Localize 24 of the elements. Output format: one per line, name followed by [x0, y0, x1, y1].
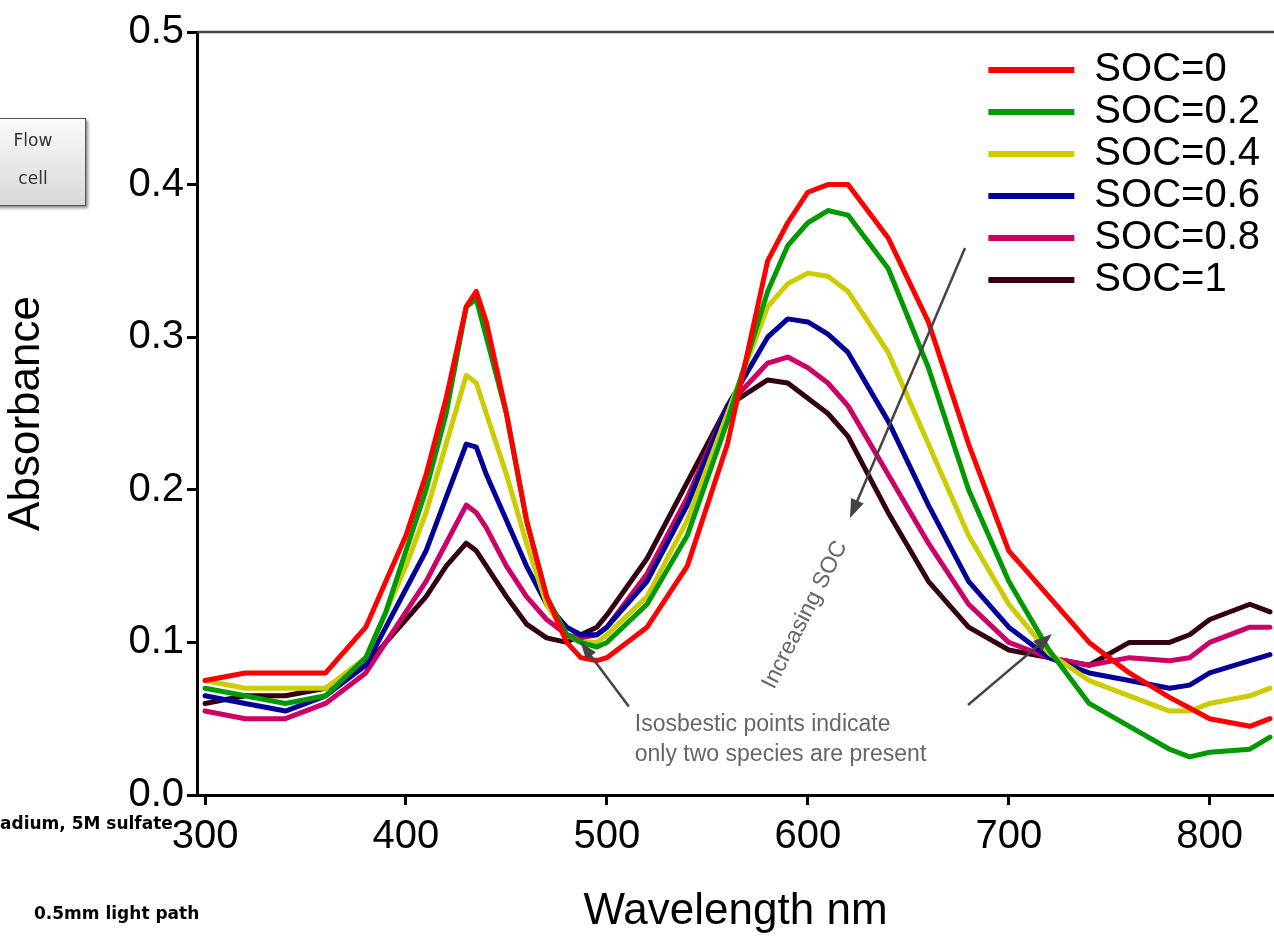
y-tick-label: 0.1 — [128, 617, 184, 662]
legend-label: SOC=0.4 — [1094, 129, 1261, 174]
x-axis-title: Wavelength nm — [583, 883, 888, 933]
y-tick-label: 0.5 — [128, 7, 184, 52]
legend-label: SOC=0 — [1094, 45, 1227, 90]
text: adium, 5M sulfate — [0, 813, 173, 833]
legend-label: SOC=0.6 — [1094, 171, 1261, 216]
label-box: Flow cell — [0, 118, 86, 206]
x-tick-label: 300 — [171, 812, 239, 857]
y-tick-label: 0.3 — [128, 312, 184, 357]
y-tick-label: 0.2 — [128, 464, 184, 509]
x-tick-label: 700 — [975, 812, 1043, 857]
x-tick-label: 400 — [372, 812, 440, 857]
y-tick-label: 0.0 — [128, 770, 184, 815]
x-tick-label: 800 — [1176, 812, 1244, 857]
y-axis-title: Absorbance — [0, 296, 48, 531]
legend-label: SOC=0.8 — [1094, 213, 1261, 258]
y-tick-label: 0.4 — [128, 159, 184, 204]
text: 0.5mm light path — [34, 903, 200, 923]
x-tick-label: 500 — [573, 812, 641, 857]
legend-label: SOC=1 — [1094, 255, 1227, 300]
annotation: Isosbestic points indicate only two species are present — [634, 709, 927, 766]
x-tick-label: 600 — [774, 812, 842, 857]
legend-label: SOC=0.2 — [1094, 87, 1261, 132]
